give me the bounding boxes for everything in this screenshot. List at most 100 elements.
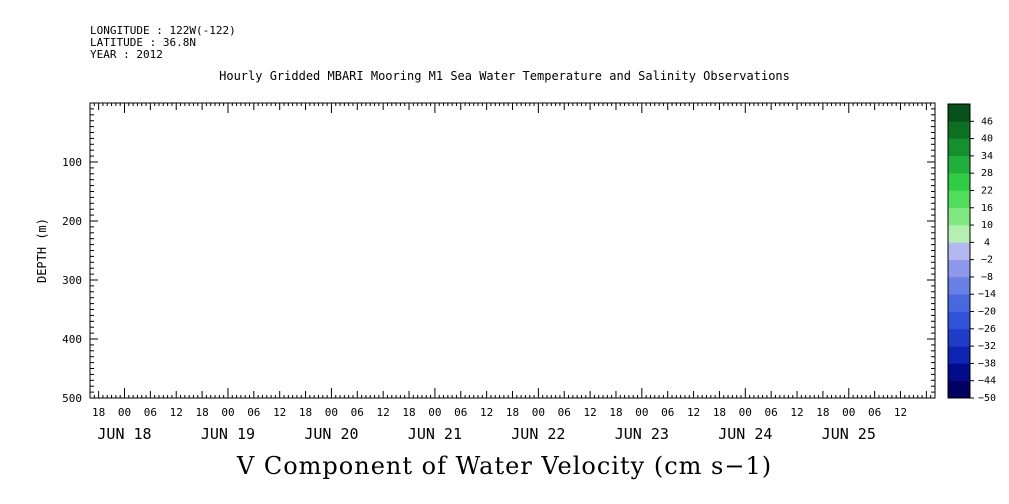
heatmap-cell	[598, 244, 608, 252]
heatmap-cell	[529, 362, 539, 370]
heatmap-cell	[857, 250, 867, 257]
heatmap-cell	[262, 309, 272, 316]
heatmap-cell	[193, 114, 203, 122]
heatmap-cell	[797, 209, 807, 216]
heatmap-cell	[857, 226, 867, 234]
heatmap-cell	[417, 209, 427, 216]
heatmap-cell	[822, 380, 833, 387]
heatmap-cell	[805, 244, 815, 252]
heatmap-cell	[227, 144, 238, 151]
heatmap-cell	[745, 179, 755, 187]
heatmap-cell	[262, 209, 272, 216]
heatmap-cell	[503, 226, 514, 234]
heatmap-cell	[590, 203, 600, 210]
heatmap-cell	[745, 262, 755, 269]
heatmap-cell	[684, 185, 695, 193]
x-hour-label: 00	[221, 406, 234, 419]
heatmap-cell	[788, 185, 798, 193]
heatmap-cell	[150, 280, 160, 287]
heatmap-cell	[728, 315, 738, 322]
heatmap-cell	[521, 156, 531, 163]
heatmap-cell	[348, 309, 358, 316]
heatmap-cell	[736, 362, 746, 370]
heatmap-cell	[158, 333, 169, 340]
heatmap-cell	[383, 120, 393, 128]
heatmap-cell	[728, 191, 738, 198]
heatmap-cell	[788, 179, 798, 187]
heatmap-cell	[805, 238, 815, 246]
heatmap-cell	[314, 339, 324, 346]
heatmap-cell	[529, 114, 539, 122]
heatmap-cell	[469, 362, 479, 370]
heatmap-cell	[124, 356, 134, 364]
heatmap-cell	[184, 374, 195, 381]
heatmap-cell	[305, 356, 315, 364]
heatmap-cell	[805, 374, 815, 381]
heatmap-cell	[840, 368, 850, 375]
heatmap-cell	[133, 250, 143, 257]
heatmap-cell	[503, 138, 514, 145]
heatmap-cell	[288, 138, 298, 145]
heatmap-cell	[693, 132, 703, 139]
heatmap-cell	[478, 344, 488, 352]
heatmap-cell	[374, 297, 384, 305]
heatmap-cell	[883, 291, 893, 299]
heatmap-cell	[279, 126, 289, 134]
heatmap-cell	[314, 315, 324, 322]
heatmap-cell	[857, 327, 867, 334]
heatmap-cell	[797, 185, 807, 193]
heatmap-cell	[202, 232, 212, 240]
heatmap-cell	[141, 356, 151, 364]
heatmap-cell	[486, 274, 496, 281]
heatmap-cell	[529, 315, 539, 322]
heatmap-cell	[555, 386, 565, 393]
heatmap-cell	[271, 156, 281, 163]
heatmap-cell	[779, 303, 790, 311]
heatmap-cell	[348, 256, 358, 263]
heatmap-cell	[805, 344, 815, 352]
heatmap-cell	[538, 321, 548, 328]
heatmap-cell	[245, 386, 255, 393]
heatmap-cell	[728, 339, 738, 346]
heatmap-cell	[719, 344, 729, 352]
heatmap-cell	[590, 274, 600, 281]
heatmap-cell	[486, 309, 496, 316]
heatmap-cell	[736, 244, 746, 252]
heatmap-cell	[391, 262, 402, 269]
heatmap-cell	[728, 291, 738, 299]
heatmap-cell	[348, 262, 358, 269]
heatmap-cell	[279, 203, 289, 210]
heatmap-cell	[486, 321, 496, 328]
heatmap-cell	[348, 315, 358, 322]
heatmap-cell	[253, 144, 264, 151]
heatmap-cell	[753, 150, 764, 157]
heatmap-cell	[443, 380, 453, 387]
heatmap-cell	[538, 315, 548, 322]
heatmap-cell	[434, 374, 445, 381]
heatmap-cell	[227, 256, 238, 263]
heatmap-cell	[710, 173, 721, 181]
heatmap-cell	[314, 350, 324, 358]
heatmap-cell	[624, 274, 634, 281]
heatmap-cell	[124, 256, 134, 263]
heatmap-cell	[288, 297, 298, 305]
heatmap-cell	[840, 238, 850, 246]
heatmap-cell	[452, 368, 462, 375]
heatmap-cell	[814, 126, 824, 134]
heatmap-cell	[840, 350, 850, 358]
heatmap-cell	[124, 321, 134, 328]
heatmap-cell	[917, 114, 927, 122]
heatmap-cell	[667, 209, 677, 216]
heatmap-cell	[840, 150, 850, 157]
heatmap-cell	[176, 315, 186, 322]
heatmap-cell	[736, 156, 746, 163]
heatmap-cell	[538, 333, 548, 340]
heatmap-cell	[478, 274, 488, 281]
heatmap-cell	[167, 185, 177, 193]
heatmap-cell	[874, 132, 884, 139]
heatmap-cell	[917, 256, 927, 263]
heatmap-cell	[710, 215, 721, 222]
heatmap-cell	[831, 226, 841, 234]
heatmap-cell	[900, 126, 910, 134]
heatmap-cell	[322, 167, 333, 175]
